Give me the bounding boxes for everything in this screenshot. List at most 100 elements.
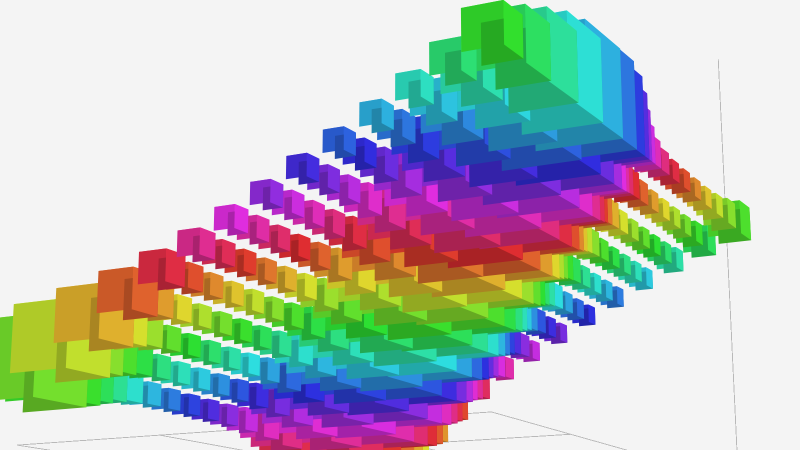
voxel-face-front xyxy=(343,126,356,156)
voxel-face-front xyxy=(306,152,320,182)
voxel-face-front xyxy=(672,158,680,184)
voxel-face-left xyxy=(9,297,70,374)
voxel-face-front xyxy=(207,398,220,421)
voxel-face-front xyxy=(259,325,272,350)
voxel-face-front xyxy=(623,253,631,276)
voxel-cube xyxy=(249,178,284,211)
voxel-cube xyxy=(213,204,249,236)
voxel-cube xyxy=(176,227,216,263)
voxel-face-front xyxy=(177,361,191,385)
voxel-face-front xyxy=(234,204,249,234)
voxel-cube xyxy=(137,248,186,291)
voxel-face-front xyxy=(226,403,239,426)
voxel-face-front xyxy=(605,279,613,301)
voxel-face-front xyxy=(588,304,596,325)
voxel-face-front xyxy=(156,353,172,380)
voxel-face-front xyxy=(209,272,224,299)
voxel-face-front xyxy=(237,378,249,402)
voxel-cube xyxy=(460,0,524,66)
voxel-face-front xyxy=(312,199,325,228)
voxel-cube xyxy=(322,126,356,159)
voxel-collection xyxy=(0,0,752,450)
voxel-face-front xyxy=(348,174,361,204)
voxel-face-front xyxy=(291,189,305,218)
voxel-face-front xyxy=(267,357,280,383)
voxel-face-front xyxy=(612,246,620,269)
grid-line xyxy=(717,59,738,450)
voxel-face-front xyxy=(166,324,182,353)
voxel-face-front xyxy=(715,192,724,218)
voxel-face-front xyxy=(332,208,346,238)
voxel-face-front xyxy=(256,214,270,243)
voxel-face-front xyxy=(221,239,236,267)
voxel-face-front xyxy=(384,146,399,181)
voxel-face-front xyxy=(154,282,175,319)
voxel-cube xyxy=(285,152,320,185)
voxel-face-front xyxy=(694,177,702,201)
voxel-face-front xyxy=(198,367,211,391)
voxel-face-front xyxy=(284,265,297,292)
voxel-face-front xyxy=(571,255,581,284)
voxel-face-front xyxy=(582,265,591,289)
voxel-face-front xyxy=(240,318,253,343)
voxel-face-front xyxy=(536,308,546,334)
voxel-face-front xyxy=(695,220,703,246)
voxel-face-front xyxy=(135,344,154,377)
voxel-face-front xyxy=(616,286,624,307)
voxel-face-front xyxy=(208,339,222,364)
voxel-face-front xyxy=(318,241,331,270)
voxel-face-front xyxy=(664,241,672,264)
voxel-face-front xyxy=(727,197,737,229)
voxel-face-front xyxy=(646,267,653,289)
voxel-face-front xyxy=(546,6,579,103)
voxel-face-front xyxy=(248,352,260,376)
voxel-face-front xyxy=(298,233,311,261)
voxel-face-front xyxy=(553,282,563,309)
voxel-face-front xyxy=(126,372,144,404)
voxel-face-front xyxy=(642,226,650,249)
voxel-face-front xyxy=(402,108,416,144)
voxel-face-front xyxy=(661,147,670,176)
voxel-face-front xyxy=(188,393,201,416)
voxel-face-front xyxy=(525,3,552,81)
voxel-face-front xyxy=(327,164,340,193)
grid-line xyxy=(491,411,629,450)
voxel-face-front xyxy=(279,330,292,357)
voxel-face-front xyxy=(705,185,712,209)
voxel-face-front xyxy=(168,387,181,411)
voxel-face-front xyxy=(144,314,164,349)
voxel-face-front xyxy=(304,272,317,300)
voxel-face-front xyxy=(291,302,304,329)
voxel-cube xyxy=(96,266,159,321)
voxel-face-front xyxy=(640,179,649,206)
voxel-face-front xyxy=(532,340,540,361)
voxel-face-front xyxy=(684,214,692,237)
voxel-face-front xyxy=(673,206,681,229)
voxel-face-front xyxy=(600,237,609,262)
voxel-face-front xyxy=(270,178,284,208)
voxel-cube xyxy=(359,98,394,134)
voxel-face-front xyxy=(548,316,557,338)
voxel-cube xyxy=(395,69,434,109)
voxel-face-front xyxy=(277,224,291,252)
voxel-face-front xyxy=(662,198,670,221)
voxel-face-front xyxy=(503,0,524,59)
voxel-face-front xyxy=(219,311,233,336)
voxel-face-front xyxy=(198,303,212,329)
voxel-face-front xyxy=(218,373,230,396)
voxel-face-front xyxy=(364,137,377,168)
voxel-face-front xyxy=(176,294,193,323)
voxel-face-front xyxy=(675,247,684,272)
voxel-face-front xyxy=(620,209,629,235)
voxel-face-front xyxy=(243,248,257,276)
voxel-face-front xyxy=(565,291,573,314)
voxel-face-front xyxy=(252,288,265,314)
voxel-face-front xyxy=(631,218,639,242)
voxel-face-front xyxy=(594,272,602,295)
voxel-face-front xyxy=(199,227,216,260)
voxel-face-front xyxy=(505,356,514,380)
axis-spines xyxy=(717,59,738,450)
voxel-face-front xyxy=(165,248,186,288)
